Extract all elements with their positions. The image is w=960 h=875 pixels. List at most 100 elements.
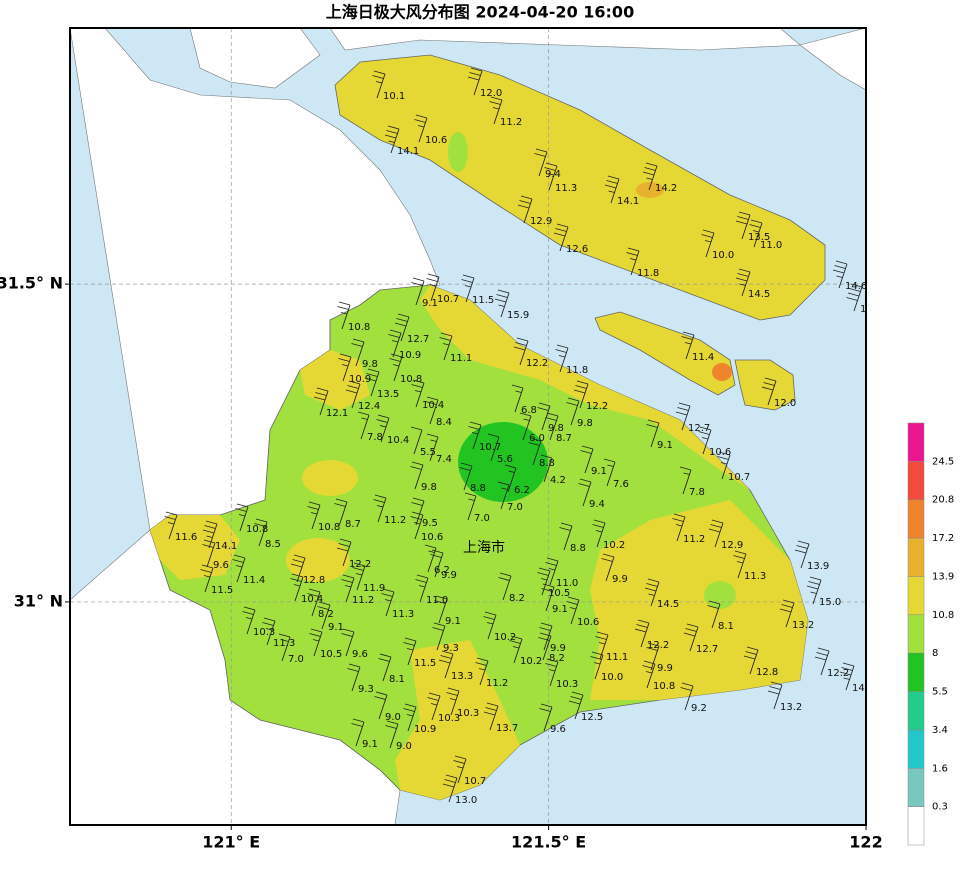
station-value: 11.1	[606, 652, 628, 663]
station-value: 8.8	[539, 458, 555, 469]
wind-barb	[511, 384, 524, 413]
wind-barb	[489, 96, 503, 125]
wind-barb	[427, 692, 441, 721]
wind-barb	[414, 114, 428, 143]
wind-barb	[698, 426, 712, 455]
station-value: 7.8	[689, 487, 705, 498]
wind-zone	[150, 515, 240, 580]
station-value: 9.3	[443, 643, 459, 654]
station-value: 9.1	[657, 440, 673, 451]
legend-label: 10.8	[932, 610, 954, 621]
station-value: 9.9	[612, 574, 628, 585]
wind-barb	[513, 337, 529, 366]
legend-swatch	[907, 461, 925, 500]
wind-barb	[378, 653, 392, 682]
station-value: 10.8	[246, 524, 268, 535]
y-tick-label: 31° N	[14, 591, 63, 610]
station-value: 13.9	[807, 561, 829, 572]
legend-label: 5.5	[932, 687, 948, 698]
wind-barb	[317, 601, 331, 630]
station-value: 8.8	[470, 483, 486, 494]
wind-barb	[475, 657, 489, 686]
station-value: 14.2	[852, 683, 874, 694]
wind-zone	[302, 460, 358, 496]
wind-barb	[701, 229, 715, 258]
wind-zone	[448, 132, 468, 172]
station-value: 11.4	[243, 575, 265, 586]
map-frame	[69, 27, 867, 826]
island	[334, 54, 826, 321]
legend-swatch	[907, 768, 925, 807]
station-value: 12.2	[827, 668, 849, 679]
wind-barb	[517, 195, 533, 224]
station-value: 10.5	[320, 649, 342, 660]
station-value: 8.7	[345, 519, 361, 530]
wind-barb	[743, 646, 759, 675]
wind-barb	[504, 464, 517, 493]
station-value: 14.2	[655, 183, 677, 194]
legend-swatch	[907, 614, 925, 654]
station-value: 15.0	[819, 597, 841, 608]
legend-label: 13.9	[932, 571, 954, 582]
station-value: 7.0	[474, 513, 490, 524]
wind-barb	[646, 642, 660, 671]
wind-barb	[559, 522, 573, 551]
wind-barb	[555, 344, 569, 373]
wind-barb	[381, 588, 395, 617]
wind-barb	[483, 702, 499, 731]
station-value: 11.5	[211, 585, 233, 596]
wind-barb	[307, 501, 321, 530]
wind-barb	[573, 380, 589, 409]
wind-barb	[537, 567, 551, 596]
station-value: 10.8	[348, 322, 370, 333]
station-value: 12.6	[566, 244, 588, 255]
station-value: 11.3	[555, 183, 577, 194]
station-value: 10.8	[400, 374, 422, 385]
map-title: 上海日极大风分布图 2024-04-20 16:00	[326, 3, 634, 22]
wind-barb	[528, 437, 542, 466]
wind-barb	[290, 573, 304, 602]
wind-barb	[467, 67, 483, 96]
wind-barb	[545, 658, 559, 687]
legend-swatch	[907, 537, 925, 577]
wind-barb	[634, 619, 650, 648]
wind-barb	[642, 162, 658, 191]
wind-barb	[232, 554, 246, 583]
station-value: 12.7	[407, 334, 429, 345]
wind-barb	[566, 397, 580, 426]
wind-barb	[410, 511, 424, 540]
wind-barb	[534, 148, 548, 177]
station-value: 9.1	[422, 298, 438, 309]
wind-barb	[604, 175, 620, 204]
wind-barb	[373, 494, 387, 523]
legend-label: 3.4	[932, 725, 948, 736]
wind-zone	[395, 640, 520, 800]
wind-barb	[846, 283, 863, 312]
wind-barb	[424, 544, 437, 573]
land	[189, 28, 321, 89]
wind-zone	[286, 538, 350, 582]
station-value: 10.9	[349, 374, 371, 385]
wind-barb	[595, 631, 609, 660]
station-value: 12.8	[303, 575, 325, 586]
station-value: 12.8	[756, 667, 778, 678]
station-value: 7.0	[288, 654, 304, 665]
wind-barb	[735, 211, 751, 240]
station-value: 13.0	[455, 795, 477, 806]
wind-barb	[351, 338, 365, 367]
wind-barb	[334, 498, 348, 527]
wind-barb	[733, 550, 747, 579]
station-value: 14.1	[215, 541, 237, 552]
station-value: 12.1	[326, 408, 348, 419]
wind-barb	[498, 572, 512, 601]
wind-zone	[300, 350, 370, 410]
station-value: 11.0	[426, 595, 448, 606]
wind-barb	[578, 478, 592, 507]
island	[594, 311, 736, 396]
x-tick-label: 121° E	[202, 833, 260, 852]
wind-barb	[341, 574, 355, 603]
wind-barb	[681, 331, 695, 360]
wind-barb	[497, 481, 510, 510]
wind-barb	[357, 411, 370, 440]
